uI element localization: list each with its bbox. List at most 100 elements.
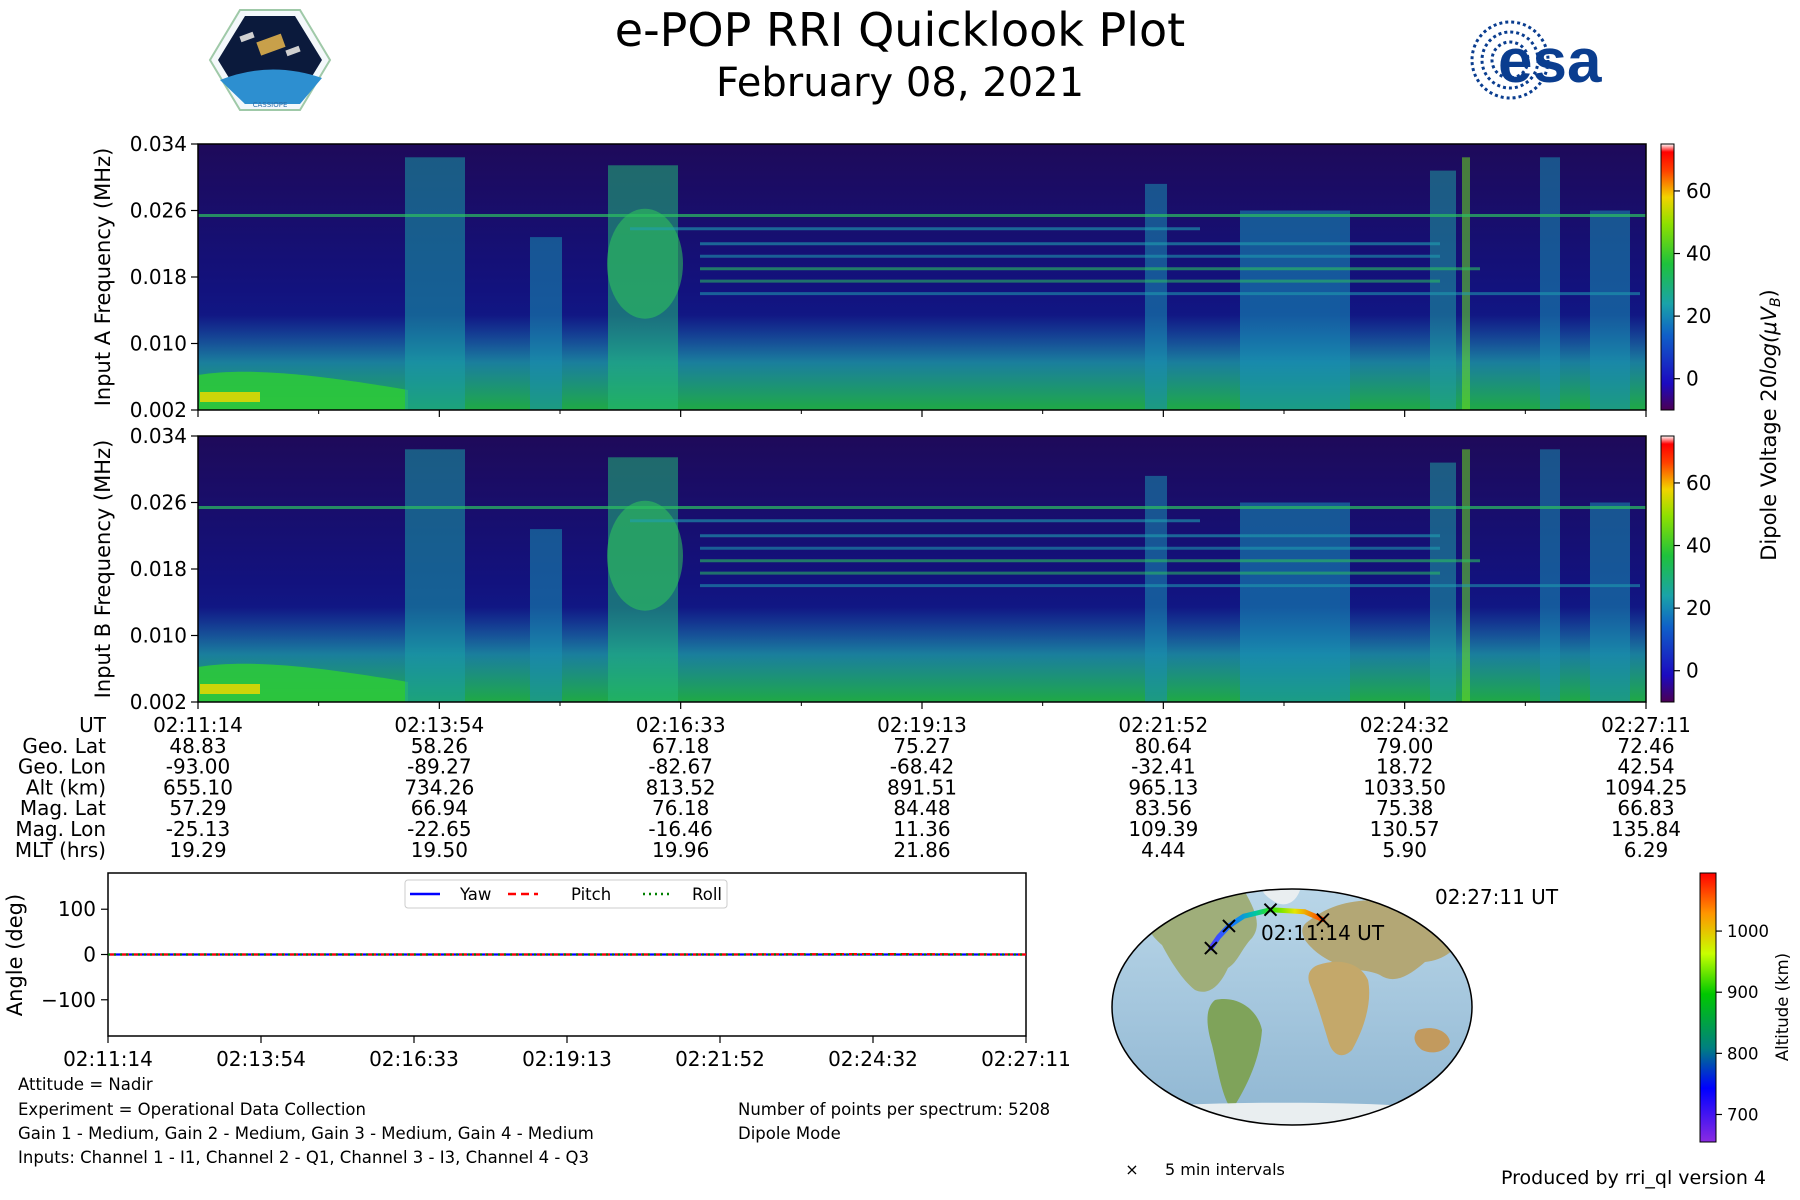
colorbar-tick-label: 40: [1686, 242, 1711, 266]
attitude-legend-box: [404, 879, 728, 909]
colorbar-a-gradient: [1660, 143, 1675, 411]
ephemeris-cell: 19.96: [652, 838, 709, 862]
ephemeris-cell: 83.56: [1135, 796, 1192, 820]
antarctica: [1112, 1102, 1472, 1125]
legend-roll-label: Roll: [692, 885, 722, 904]
colorbar-label-log: log(μV: [1757, 305, 1781, 375]
page-title: e-POP RRI Quicklook Plot: [615, 3, 1185, 57]
colorbar-b-gradient: [1660, 435, 1675, 703]
colorbar-label-main: Dipole Voltage 20: [1757, 375, 1781, 561]
altitude-colorbar-gradient: [1699, 872, 1717, 1143]
ephemeris-cell: 130.57: [1370, 817, 1440, 841]
ephemeris-cell: 84.48: [893, 796, 950, 820]
australia: [1414, 1028, 1450, 1053]
ephemeris-row-label: MLT (hrs): [15, 838, 106, 862]
colorbar-a-ticks: 0 20 40 60: [1674, 179, 1711, 391]
map-border: [1111, 888, 1473, 1126]
strong-emission: [200, 684, 260, 694]
xtick-label: 02:27:11: [981, 1047, 1071, 1071]
ephemeris-cell: 02:11:14: [153, 713, 243, 737]
spectrogram-b-ylabel: Input B Frequency (MHz): [91, 440, 115, 699]
africa: [1308, 961, 1370, 1056]
spectrogram-a: 0.002 0.010 0.018 0.026 0.034 Input A Freque…: [91, 132, 1647, 422]
attitude-legend: Yaw Pitch Roll: [404, 879, 728, 909]
ephemeris-cell: -82.67: [648, 755, 712, 779]
altitude-tick-label: 900: [1727, 983, 1759, 1002]
ephemeris-cell: 4.44: [1141, 838, 1186, 862]
ytick-label: 0.010: [130, 332, 187, 356]
broadband-burst: [1430, 462, 1456, 702]
auroral-emission: [607, 208, 683, 319]
colorbar-label: Dipole Voltage 20log(μVB): [1757, 289, 1784, 561]
spectrogram-a-yticks: 0.002 0.010 0.018 0.026 0.034: [130, 132, 198, 422]
broadband-burst: [1540, 157, 1560, 410]
ephemeris-cell: 66.83: [1617, 796, 1674, 820]
ephemeris-cell: 1033.50: [1363, 775, 1446, 799]
track-end-label: 02:27:11 UT: [1435, 885, 1559, 909]
ephemeris-cell: 42.54: [1617, 755, 1674, 779]
ephemeris-cell: 891.51: [887, 775, 957, 799]
plot-date: February 08, 2021: [716, 60, 1084, 106]
colorbar-tick-label: 0: [1686, 659, 1699, 683]
broadband-burst: [1145, 183, 1167, 410]
ytick-label: 0.034: [130, 132, 187, 156]
spectrogram-b-content: [198, 449, 1646, 702]
ephemeris-cell: 02:24:32: [1360, 713, 1450, 737]
ephemeris-cell: 02:21:52: [1118, 713, 1208, 737]
ytick-label: 0.018: [130, 265, 187, 289]
attitude-mode-text: Attitude = Nadir: [18, 1075, 153, 1094]
ephemeris-cell: 813.52: [646, 775, 716, 799]
ephemeris-cell: 48.83: [169, 734, 226, 758]
ephemeris-cell: 11.36: [893, 817, 950, 841]
broadband-burst: [530, 529, 562, 702]
map-track: [1204, 903, 1330, 955]
ephemeris-cell: -25.13: [166, 817, 230, 841]
ephemeris-cell: 965.13: [1128, 775, 1198, 799]
colorbar-tick-label: 40: [1686, 534, 1711, 558]
interval-marker-icon: ×: [1125, 1160, 1138, 1179]
attitude-xticks: 02:11:14 02:13:54 02:16:33 02:19:13 02:21:52…: [63, 1036, 1071, 1071]
attitude-plot: 100 0 −100 02:11:14 02:13:54 02:16:33 02:19:1…: [3, 872, 1071, 1071]
ephemeris-cell: 75.27: [893, 734, 950, 758]
ephemeris-cell: 66.94: [411, 796, 468, 820]
colorbar-b: 0 20 40 60: [1660, 435, 1711, 703]
ephemeris-cell: -89.27: [407, 755, 471, 779]
points-per-spectrum-text: Number of points per spectrum: 5208: [738, 1100, 1050, 1119]
ephemeris-cell: 02:19:13: [877, 713, 967, 737]
ytick-label: 0.002: [130, 690, 187, 714]
ephemeris-cell: 734.26: [404, 775, 474, 799]
spectrogram-a-xticks: [197, 410, 1647, 417]
colorbar-label-sub: B: [1768, 297, 1784, 307]
ephemeris-cell: 57.29: [169, 796, 226, 820]
ephemeris-row-label: UT: [79, 713, 107, 737]
interval-marker: [1222, 919, 1236, 933]
strong-emission: [200, 392, 260, 402]
ephemeris-cell: 109.39: [1128, 817, 1198, 841]
broadband-burst: [1240, 502, 1350, 702]
ephemeris-cell: 6.29: [1624, 838, 1669, 862]
ytick-label: −100: [41, 988, 96, 1012]
ephemeris-row-label: Geo. Lon: [18, 755, 106, 779]
ytick-label: 0.026: [130, 199, 187, 223]
ephemeris-cell: 19.50: [411, 838, 468, 862]
altitude-colorbar-label: Altitude (km): [1773, 953, 1792, 1061]
ephemeris-cell: 58.26: [411, 734, 468, 758]
altitude-colorbar-ticks: 700 800 900 1000: [1716, 922, 1769, 1124]
esa-logo-text: esa: [1498, 27, 1602, 96]
ground-track-map: 02:11:14 UT 02:27:11 UT × 5 min interval…: [1111, 885, 1559, 1179]
xtick-label: 02:11:14: [63, 1047, 153, 1071]
colorbar-tick-label: 20: [1686, 304, 1711, 328]
broadband-burst: [1430, 170, 1456, 410]
ephemeris-cell: 18.72: [1376, 755, 1433, 779]
ephemeris-cell: 75.38: [1376, 796, 1433, 820]
ephemeris-cell: 80.64: [1135, 734, 1192, 758]
ephemeris-cell: 135.84: [1611, 817, 1681, 841]
broadband-burst: [1590, 502, 1630, 702]
broadband-burst: [1145, 475, 1167, 702]
interval-marker: [1204, 941, 1218, 955]
interval-legend-text: 5 min intervals: [1165, 1160, 1285, 1179]
broadband-burst: [1590, 210, 1630, 410]
produced-by-text: Produced by rri_ql version 4: [1501, 1167, 1766, 1189]
attitude-ylabel: Angle (deg): [3, 894, 27, 1016]
